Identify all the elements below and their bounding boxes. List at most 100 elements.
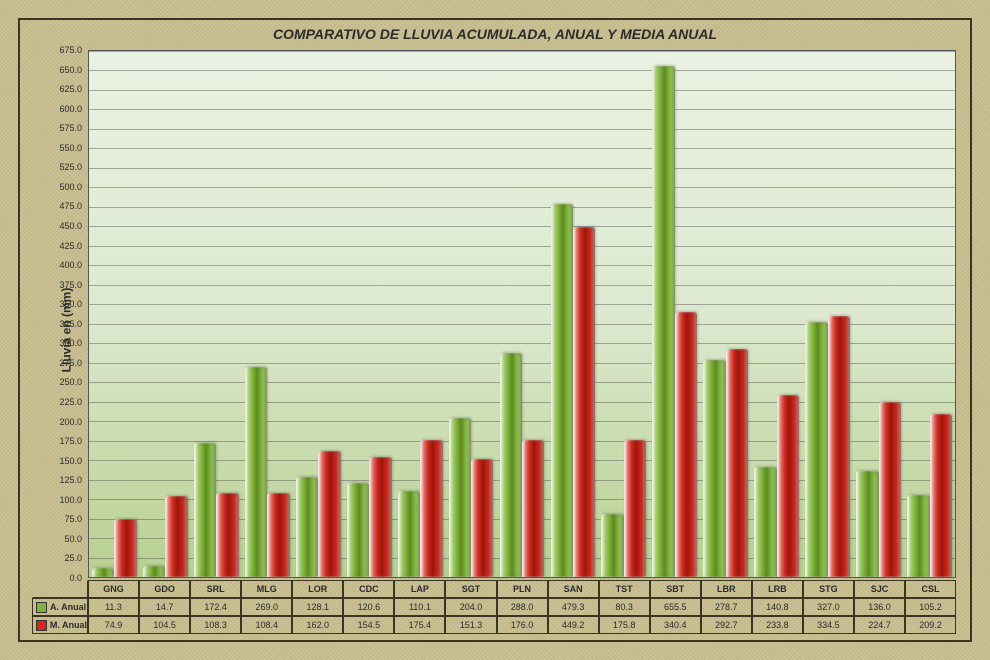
value-cell: 224.7: [854, 616, 905, 634]
category-label: LOR: [292, 580, 343, 598]
y-tick: 575.0: [59, 123, 82, 133]
bar-m-anual: [471, 459, 493, 577]
bar-m-anual: [726, 349, 748, 577]
bar-m-anual: [879, 402, 901, 577]
value-cell: 154.5: [343, 616, 394, 634]
bar-m-anual: [165, 496, 187, 577]
value-cell: 479.3: [548, 598, 599, 616]
y-tick: 325.0: [59, 319, 82, 329]
plot-area: [88, 50, 956, 578]
bar-a-anual: [907, 495, 929, 577]
value-cell: 14.7: [139, 598, 190, 616]
category-label: SJC: [854, 580, 905, 598]
bar-group: [547, 51, 598, 577]
y-tick: 250.0: [59, 377, 82, 387]
bar-m-anual: [828, 316, 850, 577]
bar-a-anual: [856, 471, 878, 577]
bar-a-anual: [296, 477, 318, 577]
value-cell: 172.4: [190, 598, 241, 616]
value-cell: 449.2: [548, 616, 599, 634]
category-label: SBT: [650, 580, 701, 598]
y-tick: 200.0: [59, 417, 82, 427]
y-tick: 400.0: [59, 260, 82, 270]
bar-group: [191, 51, 242, 577]
bar-group: [598, 51, 649, 577]
value-cell: 105.2: [905, 598, 956, 616]
bar-group: [344, 51, 395, 577]
y-tick: 500.0: [59, 182, 82, 192]
value-cell: 278.7: [701, 598, 752, 616]
y-tick: 600.0: [59, 104, 82, 114]
bar-a-anual: [143, 566, 165, 577]
y-tick: 225.0: [59, 397, 82, 407]
y-tick-labels: 0.025.050.075.0100.0125.0150.0175.0200.0…: [20, 50, 86, 578]
bar-group: [293, 51, 344, 577]
bar-group: [446, 51, 497, 577]
category-label: LBR: [701, 580, 752, 598]
bar-group: [802, 51, 853, 577]
value-cell: 128.1: [292, 598, 343, 616]
category-label: SAN: [548, 580, 599, 598]
y-tick: 175.0: [59, 436, 82, 446]
value-cell: 151.3: [445, 616, 496, 634]
bar-m-anual: [216, 493, 238, 577]
y-tick: 125.0: [59, 475, 82, 485]
legend-swatch-red-icon: [36, 620, 47, 631]
y-tick: 300.0: [59, 338, 82, 348]
value-cell: 136.0: [854, 598, 905, 616]
y-tick: 150.0: [59, 456, 82, 466]
value-cell: 233.8: [752, 616, 803, 634]
y-tick: 525.0: [59, 162, 82, 172]
y-tick: 650.0: [59, 65, 82, 75]
bar-group: [497, 51, 548, 577]
bar-m-anual: [267, 493, 289, 577]
bar-group: [751, 51, 802, 577]
value-cell: 204.0: [445, 598, 496, 616]
bar-m-anual: [318, 451, 340, 577]
bar-a-anual: [92, 568, 114, 577]
value-cell: 104.5: [139, 616, 190, 634]
category-label: GNG: [88, 580, 139, 598]
y-tick: 550.0: [59, 143, 82, 153]
bar-a-anual: [245, 367, 267, 577]
series-legend-cell: A. Anual: [32, 598, 88, 616]
bar-group: [140, 51, 191, 577]
bar-m-anual: [420, 440, 442, 577]
bar-a-anual: [194, 443, 216, 577]
category-label: LRB: [752, 580, 803, 598]
value-cell: 175.4: [394, 616, 445, 634]
value-cell: 108.4: [241, 616, 292, 634]
bars-layer: [89, 51, 955, 577]
bar-a-anual: [551, 204, 573, 577]
value-cell: 11.3: [88, 598, 139, 616]
bar-m-anual: [522, 440, 544, 577]
bar-group: [89, 51, 140, 577]
value-cell: 162.0: [292, 616, 343, 634]
series-legend-cell: M. Anual: [32, 616, 88, 634]
category-label: STG: [803, 580, 854, 598]
category-label: PLN: [497, 580, 548, 598]
bar-group: [700, 51, 751, 577]
value-cell: 140.8: [752, 598, 803, 616]
y-tick: 450.0: [59, 221, 82, 231]
bar-a-anual: [601, 514, 623, 577]
y-tick: 375.0: [59, 280, 82, 290]
y-tick: 350.0: [59, 299, 82, 309]
gridline: [89, 577, 955, 578]
value-cell: 120.6: [343, 598, 394, 616]
value-cell: 327.0: [803, 598, 854, 616]
value-cell: 110.1: [394, 598, 445, 616]
bar-a-anual: [652, 66, 674, 577]
value-cell: 655.5: [650, 598, 701, 616]
x-axis-value-row: M. Anual74.9104.5108.3108.4162.0154.5175…: [32, 616, 956, 634]
y-tick: 50.0: [64, 534, 82, 544]
value-cell: 288.0: [497, 598, 548, 616]
bar-group: [242, 51, 293, 577]
category-label: CSL: [905, 580, 956, 598]
y-tick: 675.0: [59, 45, 82, 55]
y-tick: 425.0: [59, 241, 82, 251]
bar-m-anual: [369, 457, 391, 577]
y-tick: 100.0: [59, 495, 82, 505]
value-cell: 334.5: [803, 616, 854, 634]
legend-swatch-green-icon: [36, 602, 47, 613]
